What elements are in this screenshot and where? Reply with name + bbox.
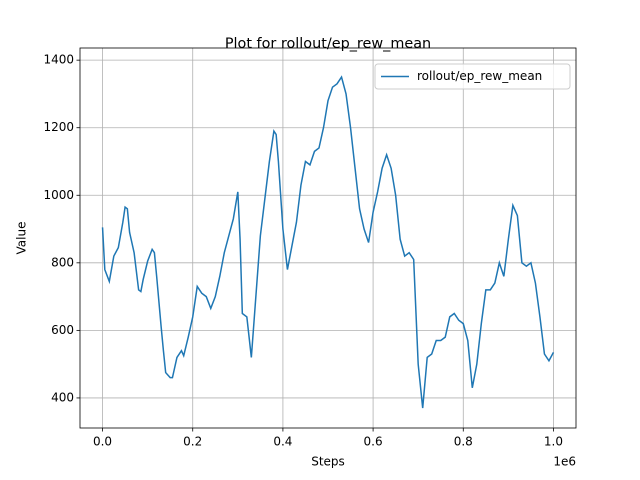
data-line [101,75,555,409]
y-tick-label: 1200 [43,120,74,134]
x-tick-label: 0.8 [454,435,473,449]
x-axis-label: Steps [311,455,345,469]
y-tick-label: 1400 [43,53,74,67]
x-tick-label: 0.4 [273,435,292,449]
y-tick-label: 400 [51,390,74,404]
x-tick-label: 0.6 [364,435,383,449]
y-tick-label: 600 [51,323,74,337]
y-tick-label: 800 [51,255,74,269]
x-offset-label: 1e6 [553,455,576,469]
y-tick-label: 1000 [43,188,74,202]
x-tick-label: 1.0 [544,435,563,449]
y-axis-label: Value [15,222,29,255]
legend-label: rollout/ep_rew_mean [417,69,542,83]
chart-title: Plot for rollout/ep_rew_mean [225,36,431,52]
x-tick-label: 0.2 [183,435,202,449]
x-tick-label: 0.0 [93,435,112,449]
plot-frame [79,47,577,429]
legend-box [374,63,571,90]
